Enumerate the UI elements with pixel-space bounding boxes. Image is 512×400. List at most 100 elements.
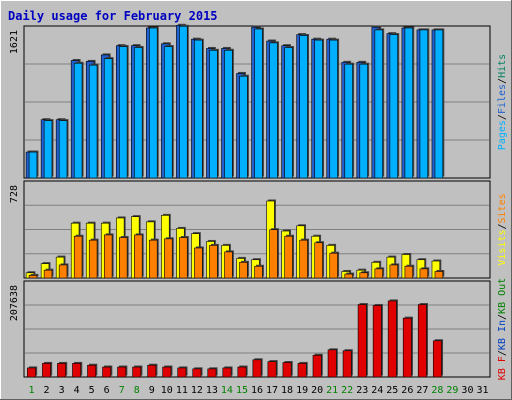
bar <box>269 229 278 279</box>
x-tick-label: 18 <box>281 385 293 396</box>
bar <box>372 305 382 378</box>
bar <box>254 28 263 179</box>
chart-panels: 1621Pages/Files/Hits728Visits/Sites20763… <box>9 23 508 380</box>
bar <box>402 317 412 378</box>
bar <box>117 366 127 378</box>
bar <box>374 29 383 179</box>
bar <box>327 349 337 378</box>
bar <box>102 366 112 378</box>
x-tick-label: 30 <box>461 385 473 396</box>
chart-title: Daily usage for February 2015 <box>8 9 218 23</box>
bar <box>149 27 158 179</box>
bar <box>58 264 68 279</box>
bar <box>192 368 202 378</box>
bar <box>359 272 368 279</box>
bar <box>28 275 38 279</box>
x-tick-label: 20 <box>311 385 323 396</box>
bar <box>147 364 157 378</box>
bar <box>299 239 308 279</box>
x-tick-label: 1 <box>29 385 35 396</box>
legend-entry: Sites <box>497 193 508 223</box>
bar <box>389 264 398 279</box>
bar <box>299 35 308 179</box>
legend-entry: / <box>497 114 508 120</box>
bar <box>134 47 143 179</box>
panel-visits-sites: 728 Visits/Sites <box>9 180 508 279</box>
x-tick-label: 16 <box>251 385 263 396</box>
bar <box>404 265 414 279</box>
x-tick-label: 9 <box>149 385 155 396</box>
bar <box>357 304 367 378</box>
bar <box>179 237 188 279</box>
legend-entry: Files <box>497 84 508 114</box>
y-max-label: 728 <box>9 185 20 203</box>
bar <box>27 367 36 378</box>
bar <box>374 268 383 279</box>
x-tick-label: 10 <box>161 385 173 396</box>
x-tick-label: 11 <box>176 385 188 396</box>
x-tick-label: 22 <box>341 385 353 396</box>
bar <box>119 237 128 279</box>
legend-entry: Pages <box>497 120 508 150</box>
bar <box>359 63 368 179</box>
series-kb-f <box>27 299 444 378</box>
x-tick-label: 3 <box>59 385 65 396</box>
bar <box>73 62 83 179</box>
x-tick-label: 31 <box>476 385 488 396</box>
bar <box>134 234 143 279</box>
bar <box>194 39 203 179</box>
legend-entry: Hits <box>497 54 508 78</box>
bar <box>252 359 262 378</box>
y-max-label: 1621 <box>9 30 20 54</box>
bar <box>344 63 353 179</box>
bar <box>417 304 427 378</box>
legend-entry: KB In <box>497 320 508 350</box>
bar <box>119 46 128 179</box>
x-tick-label: 6 <box>104 385 110 396</box>
x-axis-day-labels: 1 2 3 4 5 6 7 8 9 10 11 12 13 14 15 16 17 18 19 20 21 22 23 24 2… <box>29 385 489 396</box>
bar <box>103 58 113 179</box>
legend: Pages/Files/Hits <box>497 54 508 150</box>
bar <box>132 366 142 378</box>
x-tick-label: 13 <box>206 385 218 396</box>
bar <box>297 363 307 378</box>
legend-entry: KB F <box>497 356 508 380</box>
legend-entry: KB Out <box>497 278 508 314</box>
bar <box>284 47 293 179</box>
bar <box>222 367 232 378</box>
bar <box>43 269 53 279</box>
bar <box>88 64 98 179</box>
legend: KB F/KB In/KB Out <box>497 278 508 380</box>
bar <box>194 247 203 279</box>
bar <box>434 29 444 179</box>
x-tick-label: 24 <box>371 385 383 396</box>
bar <box>209 245 218 279</box>
legend-entry: Visits <box>497 230 508 266</box>
bar <box>73 235 83 279</box>
bar <box>57 363 67 378</box>
bar <box>312 354 322 378</box>
bar <box>389 34 398 179</box>
bar <box>267 361 277 378</box>
bar <box>42 363 51 378</box>
bar <box>103 234 113 279</box>
bar <box>224 50 233 179</box>
bar <box>419 268 429 279</box>
series-sites <box>28 228 445 279</box>
x-tick-label: 5 <box>89 385 95 396</box>
legend-entry: / <box>497 350 508 356</box>
bar <box>282 362 292 378</box>
series-files <box>28 24 445 179</box>
bar <box>314 39 323 179</box>
bar <box>43 120 53 179</box>
bar <box>209 50 218 179</box>
x-tick-label: 8 <box>134 385 140 396</box>
bar <box>254 265 263 279</box>
bar <box>162 366 172 378</box>
bar <box>224 251 233 279</box>
bar <box>387 300 397 378</box>
y-max-label: 207638 <box>9 285 20 321</box>
x-tick-label: 27 <box>416 385 428 396</box>
